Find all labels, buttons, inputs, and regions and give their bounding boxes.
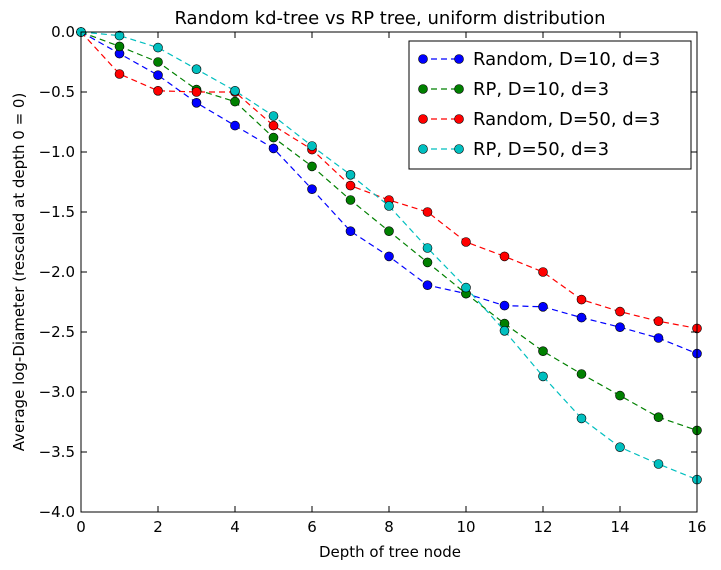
data-point [230,86,240,96]
ticks-layer: 0 2 4 6 8 10 12 14 16 0.0 −0.5 −1.0 −1.5 −2.0 −2.5 −3.0… [39,23,707,536]
data-point [422,280,433,291]
data-point [345,180,356,191]
x-axis-label: Depth of tree node [319,543,461,561]
legend-marker [418,144,428,154]
data-point [384,226,394,236]
series-2 [76,27,702,436]
data-point [268,111,279,121]
x-tick-label: 10 [456,518,475,536]
legend-marker [418,54,428,64]
legend-marker [418,114,428,124]
y-tick-label: −3.0 [39,383,75,401]
data-point [499,251,510,262]
y-tick-label: −3.5 [39,443,75,461]
data-point [384,251,394,262]
legend-marker [454,144,464,154]
y-axis-label: Average log-Diameter (rescaled at depth … [10,93,28,452]
data-point [615,322,625,333]
y-tick-label: −1.0 [39,143,75,161]
legend-label: Random, D=10, d=3 [473,49,660,70]
data-point [653,459,664,469]
data-point [576,312,587,323]
data-point [230,120,240,131]
data-point [345,226,356,236]
data-point [191,87,202,97]
y-tick-label: −4.0 [39,503,75,521]
legend-item: RP, D=10, d=3 [418,79,609,100]
data-point [615,442,625,453]
data-point [191,98,202,108]
x-tick-label: 0 [76,518,86,536]
data-point [345,170,356,180]
data-point [615,306,625,317]
data-point [461,282,471,293]
legend-label: RP, D=50, d=3 [473,139,609,160]
series-4 [76,27,702,485]
data-point [153,42,163,53]
data-point [307,161,317,172]
data-point [653,412,664,423]
x-tick-label: 2 [153,518,163,536]
x-tick-label: 16 [687,518,706,536]
data-point [422,207,433,217]
legend: Random, D=10, d=3 RP, D=10, d=3 Random, D=… [408,40,692,170]
data-point [653,316,664,327]
data-point [268,120,279,131]
data-point [114,41,125,52]
data-point [653,333,664,343]
series-line-3 [80,31,698,329]
data-point [114,69,125,79]
legend-marker [454,114,464,124]
chart-title: Random kd-tree vs RP tree, uniform distr… [174,8,605,29]
data-point [384,201,394,211]
data-point [576,294,587,305]
data-point [538,301,548,312]
data-point [499,300,510,311]
data-point [345,195,356,205]
x-tick-label: 14 [610,518,629,536]
legend-item: Random, D=10, d=3 [418,49,660,70]
legend-label: Random, D=50, d=3 [473,109,660,130]
y-tick-label: −2.0 [39,263,75,281]
y-tick-label: 0.0 [51,23,75,41]
data-point [422,243,433,253]
data-point [422,257,433,268]
data-point [615,390,625,401]
x-tick-label: 4 [230,518,240,536]
series-layer [76,27,702,485]
legend-item: RP, D=50, d=3 [418,139,609,160]
data-point [307,141,317,151]
data-point [268,143,279,154]
data-point [538,346,548,357]
data-point [499,325,510,336]
legend-item: Random, D=50, d=3 [418,109,660,130]
data-point [538,371,548,382]
data-point [268,132,279,143]
data-point [153,86,163,96]
x-tick-label: 8 [384,518,394,536]
data-point [461,237,471,247]
x-tick-label: 6 [307,518,317,536]
data-point [307,184,317,194]
data-point [191,64,202,74]
data-point [576,369,587,379]
legend-marker [418,84,428,94]
data-point [153,70,163,80]
legend-label: RP, D=10, d=3 [473,79,609,100]
series-line-4 [80,31,698,481]
y-tick-label: −2.5 [39,323,75,341]
legend-marker [454,54,464,64]
data-point [230,96,240,107]
legend-marker [454,84,464,94]
y-tick-label: −0.5 [39,83,75,101]
y-tick-label: −1.5 [39,203,75,221]
x-tick-label: 12 [533,518,552,536]
data-point [538,267,548,277]
data-point [153,57,163,67]
data-point [576,413,587,424]
data-point [114,30,125,41]
